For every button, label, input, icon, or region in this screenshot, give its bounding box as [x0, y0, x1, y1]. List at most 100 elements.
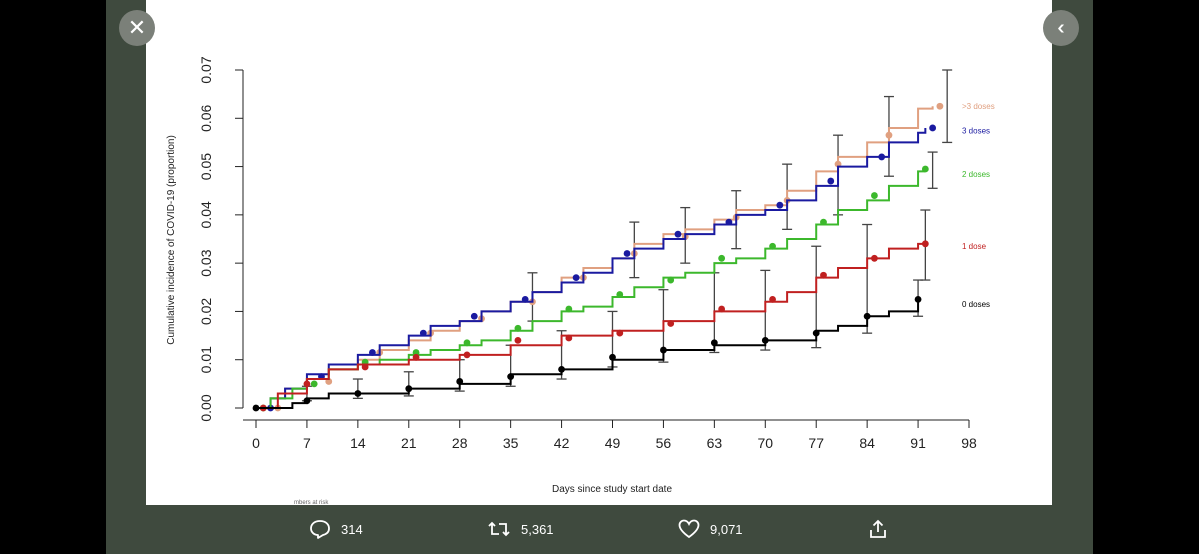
series-point	[929, 124, 937, 132]
series-point	[776, 201, 784, 209]
series-point	[936, 102, 944, 110]
retweet-button[interactable]: 5,361	[487, 508, 554, 550]
legend-label: 0 doses	[962, 300, 990, 309]
y-tick-label: 0.05	[198, 153, 214, 180]
series-point	[725, 218, 733, 226]
x-tick-label: 0	[252, 435, 260, 451]
series-point	[710, 339, 718, 347]
photo: 0 7 14 21 28 35 42 49 56 63 70 77 84 91 98 0.00 0.01 0.02…	[146, 0, 1052, 506]
retweet-icon	[488, 521, 510, 537]
y-tick-label: 0.07	[198, 56, 214, 83]
series-point	[470, 312, 478, 320]
y-tick-label: 0.01	[198, 346, 214, 373]
series-point	[514, 337, 522, 344]
y-tick-label: 0.06	[198, 104, 214, 131]
series-point	[667, 276, 675, 284]
series-point	[405, 385, 413, 393]
y-tick-label: 0.04	[198, 201, 214, 228]
x-tick-label: 7	[303, 435, 311, 451]
collapse-button[interactable]: ‹‹	[1043, 10, 1079, 46]
series-point	[769, 242, 776, 250]
series-point	[565, 334, 573, 342]
series-point	[820, 271, 827, 279]
series-point	[310, 380, 318, 388]
series-point	[572, 274, 580, 282]
share-button[interactable]	[868, 508, 898, 550]
legend-label: 2 doses	[962, 170, 990, 179]
x-tick-label: 42	[554, 435, 570, 451]
series-point	[369, 349, 376, 356]
series-point	[609, 353, 616, 361]
series-point	[419, 329, 427, 337]
y-tick-label: 0.00	[198, 394, 214, 421]
series-point	[616, 291, 624, 298]
x-tick-label: 28	[452, 435, 468, 451]
series-point	[521, 295, 529, 303]
like-button[interactable]: 9,071	[678, 508, 743, 550]
series-point	[827, 177, 835, 185]
x-tick-label: 91	[910, 435, 926, 451]
heart-icon	[678, 519, 700, 539]
x-tick-label: 70	[757, 435, 773, 451]
x-tick-label: 49	[605, 435, 621, 451]
series-point	[871, 254, 878, 262]
y-tick-label: 0.02	[198, 298, 214, 325]
series-point	[718, 305, 726, 313]
series-point	[463, 339, 471, 347]
series-point	[565, 305, 573, 313]
series-point	[361, 363, 369, 371]
series-point	[623, 250, 631, 257]
series-point	[456, 378, 464, 385]
series-point	[507, 373, 515, 381]
series-point	[514, 324, 522, 332]
like-count: 9,071	[710, 521, 743, 537]
reply-icon	[310, 520, 330, 539]
series-point	[412, 349, 420, 356]
x-tick-label: 14	[350, 435, 366, 451]
series-point	[878, 153, 886, 161]
series-line	[256, 170, 926, 409]
close-button[interactable]: ✕	[119, 10, 155, 46]
series-point	[761, 337, 769, 344]
share-icon	[870, 519, 886, 538]
x-tick-label: 63	[707, 435, 723, 451]
series-point	[871, 192, 878, 199]
x-tick-label: 35	[503, 435, 519, 451]
series-point	[820, 218, 827, 226]
legend-label: 3 doses	[962, 126, 990, 135]
series-line	[256, 242, 926, 409]
series-point	[718, 254, 726, 262]
series-point	[674, 230, 682, 238]
x-tick-label: 84	[859, 435, 875, 451]
series-point	[463, 351, 471, 359]
y-axis-label: Cumulative incidence of COVID-19 (propor…	[166, 135, 177, 345]
close-icon: ✕	[127, 15, 147, 40]
caption-fragment: mbers at risk	[294, 500, 329, 506]
incidence-chart: 0 7 14 21 28 35 42 49 56 63 70 77 84 91 98 0.00 0.01 0.02…	[166, 56, 995, 495]
double-chevron-left-icon: ‹‹	[1057, 16, 1066, 39]
series-point	[354, 390, 362, 397]
reply-button[interactable]: 314	[309, 508, 363, 550]
x-tick-label: 21	[401, 435, 417, 451]
series-point	[921, 165, 929, 173]
x-tick-label: 56	[656, 435, 672, 451]
x-tick-label: 77	[808, 435, 824, 451]
reply-count: 314	[341, 521, 363, 537]
series-line	[256, 301, 920, 409]
x-axis-label: Days since study start date	[552, 484, 672, 495]
series-point	[616, 329, 624, 337]
series-point	[412, 353, 420, 361]
series-point	[885, 131, 893, 139]
series-point	[252, 404, 260, 412]
series-point	[303, 397, 311, 405]
legend-label: 1 dose	[962, 242, 987, 251]
y-tick-label: 0.03	[198, 249, 214, 276]
x-tick-label: 98	[961, 435, 977, 451]
series-point	[769, 295, 776, 303]
series-point	[921, 240, 929, 248]
series-point	[558, 365, 565, 373]
retweet-count: 5,361	[521, 521, 554, 537]
series-point	[812, 329, 820, 337]
series-point	[863, 312, 871, 320]
series-point	[667, 320, 675, 327]
